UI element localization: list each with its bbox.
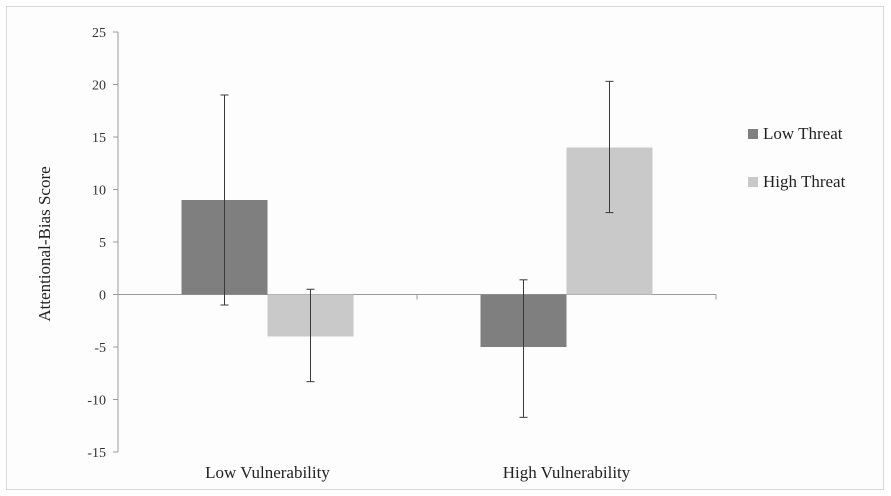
legend-swatch: [748, 129, 758, 139]
chart-frame: [6, 6, 884, 490]
y-tick-label: -5: [94, 341, 106, 356]
y-ticks: 25 20 15 10 5 0 -5 -10 -15: [87, 26, 118, 461]
y-tick-label: 20: [92, 79, 106, 94]
y-tick-label: -15: [87, 446, 106, 461]
y-tick-label: 0: [99, 289, 106, 304]
legend-label: Low Threat: [763, 124, 843, 143]
x-category-label: High Vulnerability: [503, 463, 631, 482]
error-bars: [220, 80, 614, 418]
legend-label: High Threat: [763, 172, 846, 191]
x-category-label: Low Vulnerability: [205, 463, 330, 482]
y-tick-label: 15: [92, 131, 106, 146]
y-tick-label: 25: [92, 26, 106, 41]
x-tick-labels: Low Vulnerability High Vulnerability: [205, 463, 631, 482]
y-tick-label: 5: [99, 236, 106, 251]
y-axis-title: Attentional-Bias Score: [35, 166, 54, 321]
y-tick-label: -10: [87, 394, 106, 409]
legend: Low Threat High Threat: [748, 124, 846, 191]
bars: [181, 147, 653, 347]
y-tick-label: 10: [92, 184, 106, 199]
legend-swatch: [748, 177, 758, 187]
